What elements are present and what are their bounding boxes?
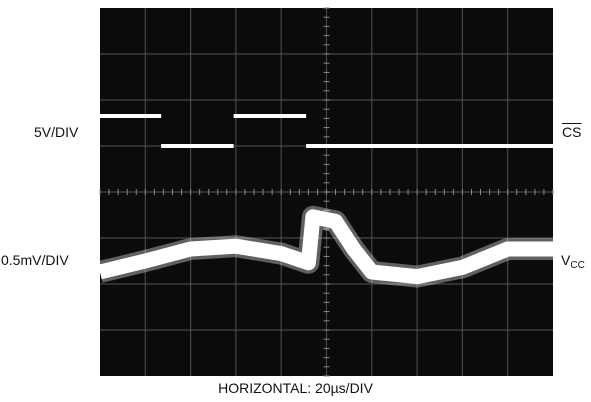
vcc-trace (98, 209, 553, 285)
horizontal-scale-label: HORIZONTAL: 20µs/DIV (218, 380, 373, 396)
channel2-scale-label: 0.5mV/DIV (1, 252, 69, 268)
vcc-label-main: V (561, 252, 571, 268)
cs-trace-label: CS (562, 124, 582, 140)
vcc-trace-label: VCC (561, 252, 585, 271)
channel1-scale-label: 5V/DIV (34, 124, 79, 140)
cs-trace (100, 114, 553, 148)
vcc-label-subscript: CC (570, 260, 585, 271)
